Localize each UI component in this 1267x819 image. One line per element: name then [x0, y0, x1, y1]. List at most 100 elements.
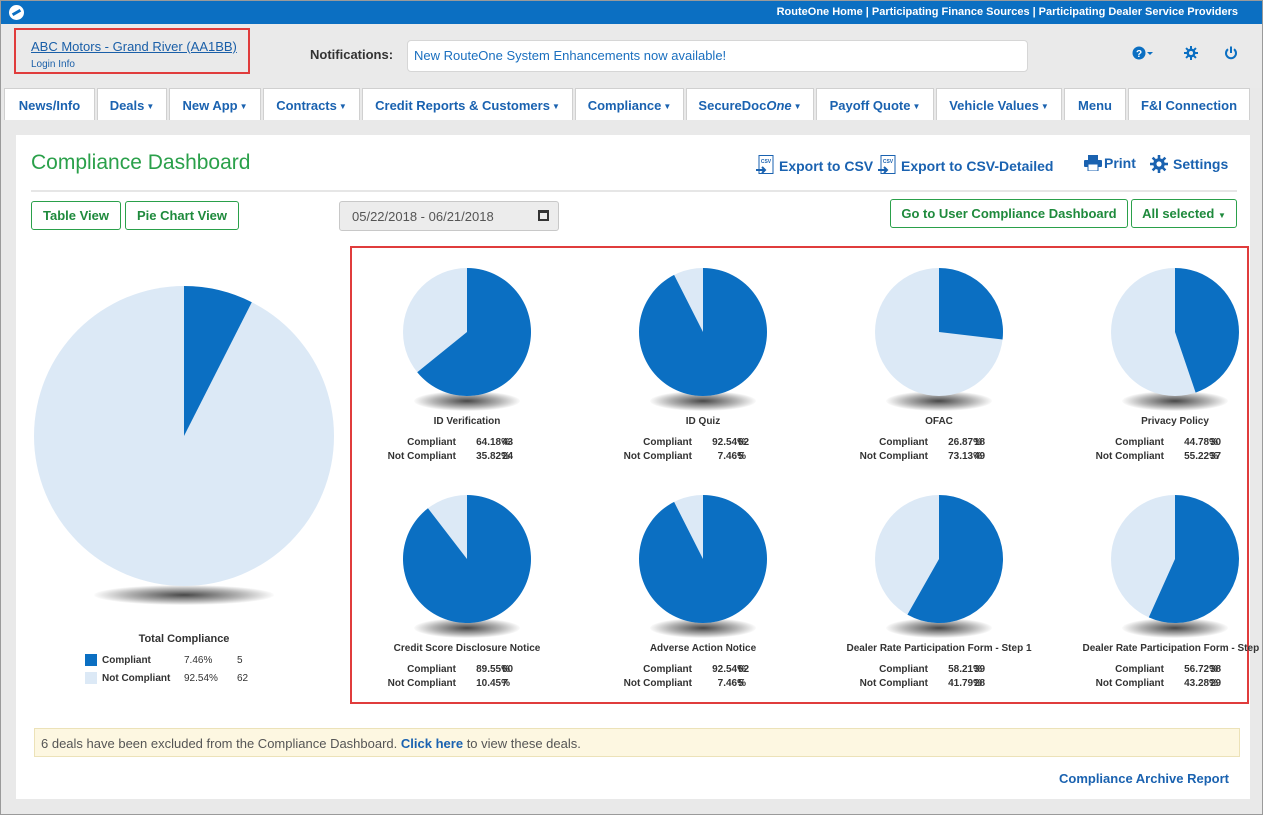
table-view-button[interactable]: Table View [31, 201, 121, 230]
separator: | [1032, 6, 1036, 18]
csv-file-icon: CSV [878, 155, 896, 180]
date-range-picker[interactable]: 05/22/2018 - 06/21/2018 [339, 201, 559, 231]
legend-label: Not Compliant [387, 451, 456, 462]
tab-fi-connection[interactable]: F&I Connection [1128, 88, 1250, 120]
legend-row: Compliant 58.21% 39 [834, 664, 1044, 678]
tab-news-info[interactable]: News/Info [4, 88, 95, 120]
tab-label: SecureDoc [698, 98, 767, 113]
legend-label: Compliant [407, 664, 456, 675]
export-csv-button[interactable]: CSV Export to CSV [756, 155, 873, 180]
gear-icon[interactable] [1184, 46, 1198, 63]
chart-3-compliant-slice[interactable] [939, 268, 1003, 340]
legend-label: Not Compliant [859, 451, 928, 462]
tab-deals[interactable]: Deals ▼ [97, 88, 167, 120]
legend-label: Compliant [102, 655, 151, 666]
export-csv-detailed-button[interactable]: CSV Export to CSV-Detailed [878, 155, 1053, 180]
chart-title: Dealer Rate Participation Form - Step 2 [1082, 643, 1263, 654]
legend-label: Compliant [643, 664, 692, 675]
legend-percent: 92.54% [184, 673, 218, 684]
tab-label: Payoff Quote [829, 98, 911, 113]
tab-compliance[interactable]: Compliance ▼ [575, 88, 684, 120]
compliant-swatch [85, 654, 97, 666]
participating-dealer-service-providers-link[interactable]: Participating Dealer Service Providers [1038, 6, 1238, 18]
caret-down-icon: ▼ [793, 102, 802, 111]
svg-text:?: ? [1136, 49, 1142, 60]
tab-new-app[interactable]: New App ▼ [169, 88, 261, 120]
legend-count: 5 [738, 451, 744, 462]
help-icon[interactable]: ? [1132, 46, 1154, 63]
legend-row: Not Compliant 35.82% 24 [362, 451, 572, 465]
chart-7-compliant-slice[interactable] [907, 495, 1004, 623]
tab-securedocone[interactable]: SecureDocOne ▼ [686, 88, 814, 120]
pie-shadow [650, 391, 756, 411]
compliance-archive-report-link[interactable]: Compliance Archive Report [1058, 771, 1229, 786]
compliance-panel: Compliance Dashboard CSV Export to CSV CS… [16, 135, 1262, 799]
svg-text:CSV: CSV [761, 159, 772, 165]
total-compliance-compliant-slice[interactable] [184, 286, 252, 436]
user-compliance-dashboard-button[interactable]: Go to User Compliance Dashboard [890, 199, 1128, 228]
print-button[interactable]: Print [1084, 155, 1136, 174]
separator: | [865, 6, 869, 18]
chart-2-compliant-slice[interactable] [639, 268, 768, 396]
pie-shadow [650, 618, 756, 638]
chart-title: Adverse Action Notice [649, 643, 757, 654]
chart-title: Dealer Rate Participation Form - Step 1 [846, 643, 1032, 654]
tab-payoff-quote[interactable]: Payoff Quote ▼ [816, 88, 934, 120]
main-nav: News/Info Deals ▼ New App ▼ Contracts ▼ Cre… [1, 88, 1262, 121]
legend-label: Compliant [407, 437, 456, 448]
legend-label: Not Compliant [623, 451, 692, 462]
header: ABC Motors - Grand River (AA1BB) Login I… [1, 24, 1262, 88]
compliance-pie-chart [403, 268, 531, 396]
participating-finance-sources-link[interactable]: Participating Finance Sources [871, 6, 1030, 18]
legend-row: Not Compliant 43.28% 29 [1070, 678, 1262, 692]
divider [31, 190, 1237, 192]
print-label: Print [1104, 155, 1136, 172]
login-info-link[interactable]: Login Info [31, 59, 75, 70]
dealer-name-link[interactable]: ABC Motors - Grand River (AA1BB) [31, 39, 237, 54]
chart-5-compliant-slice[interactable] [402, 495, 531, 623]
tab-label: Vehicle Values [949, 98, 1039, 113]
chart-8-compliant-slice[interactable] [1148, 495, 1239, 623]
excluded-text: 6 deals have been excluded from the Comp… [41, 736, 398, 751]
compliance-pie-chart [1111, 268, 1239, 396]
legend-percent: 58.21% [948, 664, 982, 675]
legend-percent: 55.22% [1184, 451, 1218, 462]
calendar-icon[interactable] [538, 210, 549, 221]
chart-legend: Compliant 26.87% 18 Not Compliant 73.13% 49 [834, 437, 1044, 465]
legend-label: Not Compliant [102, 673, 171, 684]
tab-label: Deals [109, 98, 145, 113]
legend-row: Compliant 64.18% 43 [362, 437, 572, 451]
chart-4-compliant-slice[interactable] [1175, 268, 1239, 393]
tab-label: New App [182, 98, 238, 113]
tab-vehicle-values[interactable]: Vehicle Values ▼ [936, 88, 1062, 120]
legend-label: Compliant [879, 437, 928, 448]
chart-6-compliant-slice[interactable] [639, 495, 768, 623]
pie-chart-view-button[interactable]: Pie Chart View [125, 201, 239, 230]
legend-percent: 7.46% [184, 655, 213, 666]
caret-down-icon: ▼ [1040, 102, 1049, 111]
compliance-pie-chart [402, 495, 531, 623]
chart-title: ID Verification [433, 416, 501, 427]
tab-contracts[interactable]: Contracts ▼ [263, 88, 360, 120]
chart-legend: Compliant 92.54% 62 Not Compliant 7.46% 5 [598, 664, 808, 692]
compliance-pie-chart [875, 268, 1003, 396]
chart-1-compliant-slice[interactable] [417, 268, 531, 396]
tab-credit-reports-customers[interactable]: Credit Reports & Customers ▼ [362, 88, 573, 120]
filter-select-button[interactable]: All selected ▼ [1131, 199, 1237, 228]
click-here-link[interactable]: Click here [400, 736, 464, 751]
legend-row: Compliant 92.54% 62 [598, 664, 808, 678]
chart-title: Credit Score Disclosure Notice [393, 643, 541, 654]
total-compliance-title: Total Compliance [138, 633, 230, 645]
legend-row: Compliant 44.78% 30 [1070, 437, 1262, 451]
routeone-home-link[interactable]: RouteOne Home [776, 6, 863, 18]
legend-percent: 92.54% [712, 664, 746, 675]
settings-button[interactable]: Settings [1150, 155, 1228, 176]
chart-legend: Compliant 58.21% 39 Not Compliant 41.79% 28 [834, 664, 1044, 692]
print-icon [1084, 155, 1102, 174]
pie-shadow [1122, 618, 1228, 638]
chart-title: Privacy Policy [1141, 416, 1209, 427]
tab-menu[interactable]: Menu [1064, 88, 1126, 120]
power-icon[interactable] [1224, 46, 1238, 63]
tab-label: News/Info [18, 98, 81, 113]
notification-message[interactable]: New RouteOne System Enhancements now ava… [407, 40, 1028, 72]
